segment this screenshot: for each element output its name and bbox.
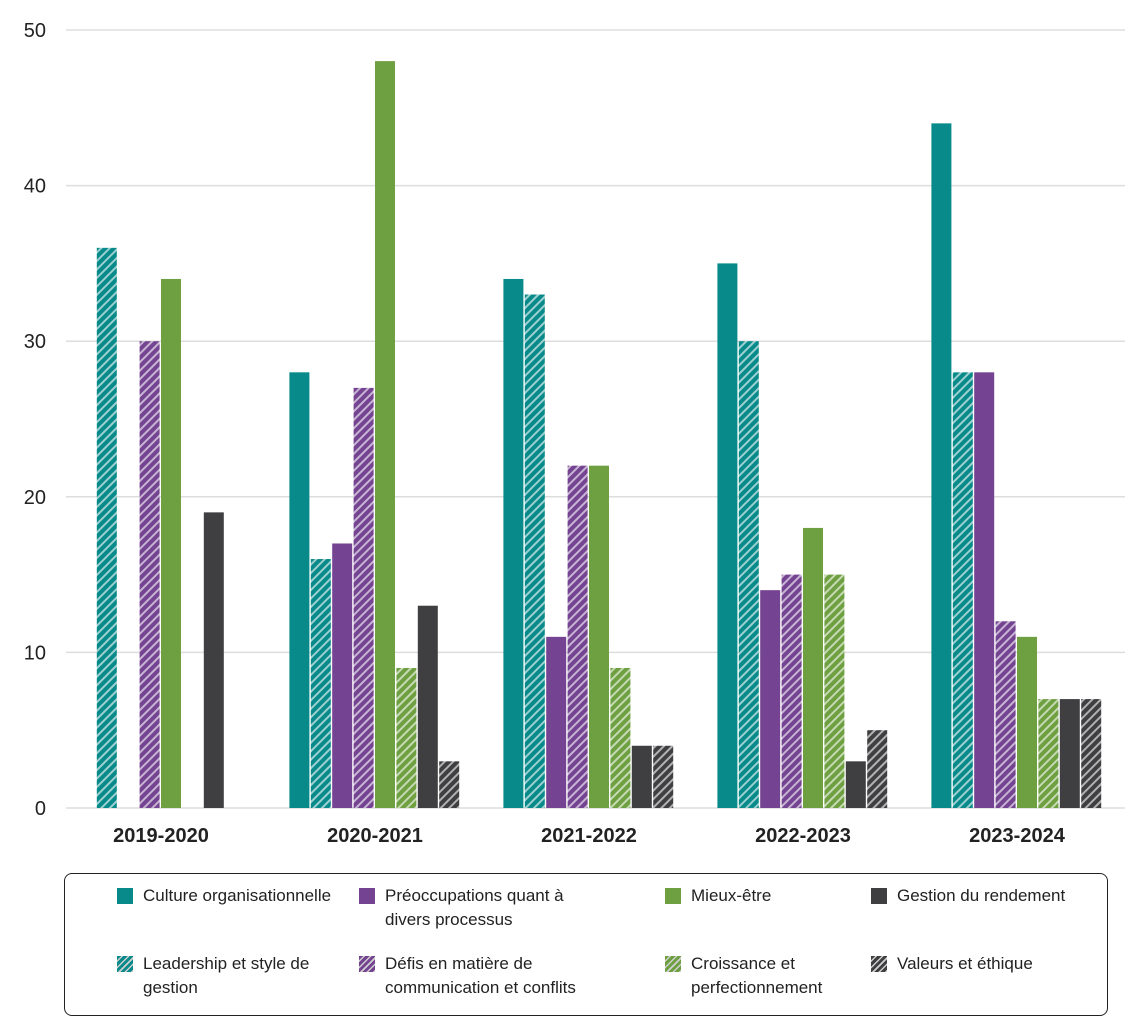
bar xyxy=(289,372,310,808)
bar-chart: 0 10 20 30 40 50 2019-2020 2020-2021 2021-2022 20… xyxy=(24,20,1125,847)
legend-label: Culture organisationnelle xyxy=(143,886,332,905)
x-tick-label: 2020-2021 xyxy=(327,825,423,847)
bar xyxy=(439,761,460,808)
bar xyxy=(589,465,609,808)
bar xyxy=(824,574,845,808)
bar xyxy=(96,247,117,809)
legend-swatch xyxy=(665,956,681,972)
legend-label: Gestion du rendement xyxy=(897,886,1066,905)
y-tick-label: 50 xyxy=(24,20,46,42)
bar xyxy=(803,527,823,808)
legend-item: Préoccupations quant à divers processus xyxy=(359,884,585,932)
bar xyxy=(931,123,952,809)
legend-label: Mieux-être xyxy=(691,886,772,905)
y-tick-label: 30 xyxy=(24,331,46,353)
x-tick-label: 2021-2022 xyxy=(541,825,637,847)
bar xyxy=(353,387,374,808)
legend-item: Défis en matière de communication et con… xyxy=(359,952,585,1000)
bar xyxy=(546,636,567,808)
bar xyxy=(845,761,866,808)
bar xyxy=(417,605,438,808)
bar xyxy=(375,61,395,809)
bar xyxy=(1059,699,1080,808)
bar xyxy=(717,263,738,808)
legend-swatch xyxy=(359,956,375,972)
bar xyxy=(139,341,160,808)
legend-swatch xyxy=(117,956,133,972)
legend-label: Leadership et style de gestion xyxy=(143,954,310,997)
legend-item: Croissance et perfectionnement xyxy=(665,952,891,1000)
bar xyxy=(396,667,417,808)
bar xyxy=(995,621,1016,808)
legend-item: Leadership et style de gestion xyxy=(117,952,343,1000)
legend-label: Croissance et perfectionnement xyxy=(691,954,823,997)
x-tick-label: 2022-2023 xyxy=(755,825,851,847)
y-tick-label: 20 xyxy=(24,487,46,509)
bar xyxy=(310,559,331,808)
legend-swatch xyxy=(871,888,887,904)
bar xyxy=(1038,699,1059,808)
legend-swatch xyxy=(359,888,375,904)
y-tick-label: 0 xyxy=(35,798,46,820)
y-tick-label: 10 xyxy=(24,642,46,664)
x-tick-label: 2023-2024 xyxy=(969,825,1066,847)
bar xyxy=(503,278,524,809)
bar xyxy=(610,667,631,808)
bar xyxy=(1081,699,1102,808)
legend-label: Valeurs et éthique xyxy=(897,954,1033,973)
bar xyxy=(952,372,973,808)
bar xyxy=(524,294,545,808)
bar xyxy=(653,745,674,808)
legend-label: Défis en matière de communication et con… xyxy=(385,954,576,997)
bar xyxy=(161,278,181,809)
legend-item: Valeurs et éthique xyxy=(871,952,1097,976)
bar xyxy=(1017,636,1037,808)
legend-swatch xyxy=(871,956,887,972)
bar xyxy=(567,465,588,808)
bar xyxy=(203,512,224,808)
legend-item: Mieux-être xyxy=(665,884,891,908)
x-tick-label: 2019-2020 xyxy=(113,825,209,847)
bar xyxy=(631,745,652,808)
bar xyxy=(781,574,802,808)
bar xyxy=(974,372,995,808)
legend-swatch xyxy=(117,888,133,904)
legend-label: Préoccupations quant à divers processus xyxy=(385,886,564,929)
y-tick-label: 40 xyxy=(24,176,46,198)
legend-item: Culture organisationnelle xyxy=(117,884,343,908)
legend-swatch xyxy=(665,888,681,904)
bar xyxy=(760,590,781,808)
bar xyxy=(867,730,888,808)
legend: Culture organisationnelle Préoccupations … xyxy=(64,873,1108,1016)
legend-item: Gestion du rendement xyxy=(871,884,1097,908)
bar xyxy=(332,543,353,808)
bar xyxy=(738,341,759,808)
